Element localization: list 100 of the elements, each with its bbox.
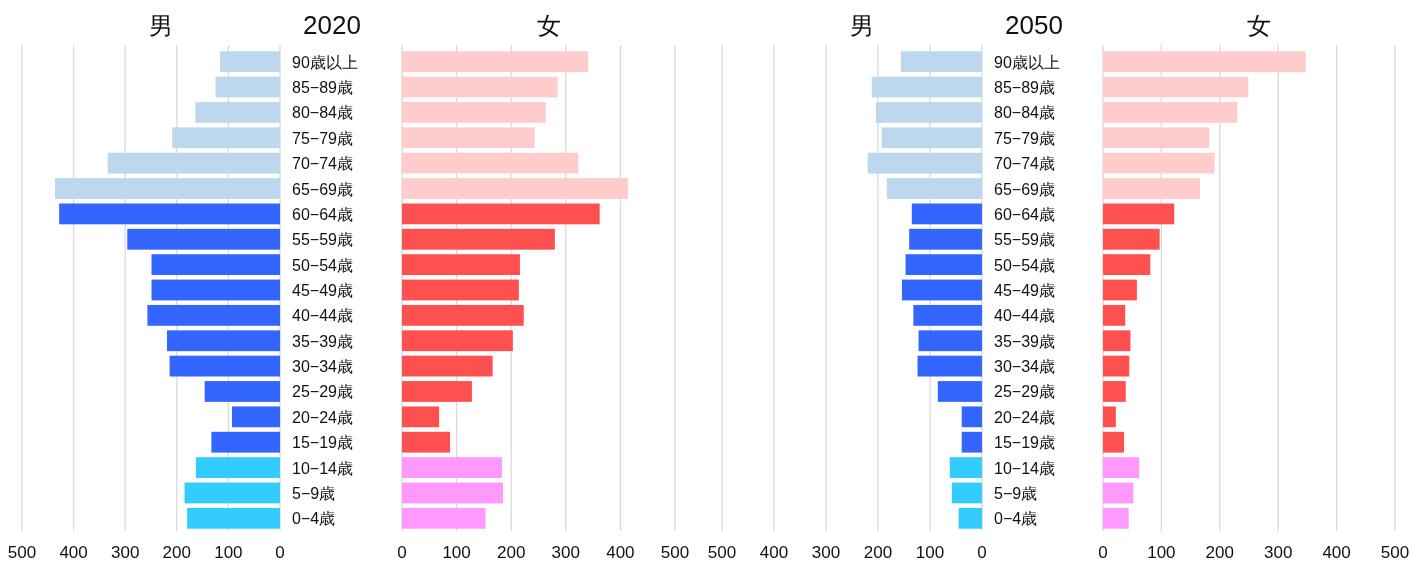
x-tick-label: 400 [1322, 543, 1351, 562]
bar [875, 102, 982, 123]
bar [1103, 51, 1306, 73]
bar [402, 254, 520, 276]
bar [402, 76, 558, 98]
bar [402, 102, 546, 123]
bar [184, 482, 280, 504]
x-tick-label: 500 [707, 543, 737, 562]
x-tick-label: 400 [59, 543, 88, 562]
x-tick-label: 100 [1147, 543, 1176, 562]
bar [151, 279, 280, 301]
bar [1103, 203, 1175, 225]
y-tick-label: 20−24歳 [994, 408, 1055, 426]
y-tick-label: 30−34歳 [292, 358, 353, 376]
x-tick-label: 300 [111, 543, 140, 562]
y-tick-label: 0−4歳 [292, 510, 336, 528]
bar [402, 152, 579, 174]
x-tick-label: 0 [275, 543, 285, 562]
x-tick-label: 500 [660, 543, 690, 562]
y-tick-label: 40−44歳 [292, 307, 353, 325]
y-tick-label: 15−19歳 [994, 434, 1055, 452]
bar [1103, 482, 1134, 504]
bar [917, 355, 982, 377]
bar [937, 381, 982, 402]
x-tick-label: 0 [1098, 543, 1108, 562]
bar [1103, 178, 1200, 199]
x-tick-label: 200 [863, 543, 893, 562]
bar [1103, 76, 1249, 98]
chart-title: 男 [850, 12, 874, 39]
x-tick-label: 0 [977, 543, 987, 562]
bar [901, 279, 982, 301]
bar [402, 203, 600, 225]
y-tick-label: 15−19歳 [292, 434, 353, 452]
x-tick-label: 300 [1264, 543, 1293, 562]
bar [107, 152, 280, 174]
bar [1103, 381, 1126, 402]
x-tick-label: 300 [551, 543, 580, 562]
bar [151, 254, 280, 276]
bar [886, 178, 982, 199]
x-tick-label: 300 [811, 543, 841, 562]
chart-title: 女 [1247, 12, 1271, 39]
chart-title: 女 [536, 12, 561, 39]
y-tick-label: 70−74歳 [292, 155, 353, 173]
x-tick-label: 0 [397, 543, 407, 562]
bar [881, 127, 982, 149]
y-tick-label: 60−64歳 [994, 205, 1055, 223]
y-tick-label: 75−79歳 [292, 129, 353, 147]
y-tick-label: 5−9歳 [292, 484, 336, 502]
x-tick-label: 500 [1380, 543, 1410, 562]
y-tick-label: 60−64歳 [292, 205, 353, 223]
bar [204, 381, 280, 402]
x-tick-label: 200 [497, 543, 526, 562]
bar [1103, 254, 1151, 276]
bar [215, 76, 280, 98]
x-tick-label: 100 [915, 543, 945, 562]
y-tick-label: 85−89歳 [994, 79, 1055, 97]
y-tick-label: 25−29歳 [292, 383, 353, 401]
bar [1103, 228, 1160, 250]
y-tick-label: 35−39歳 [292, 332, 353, 350]
bar [1103, 304, 1126, 326]
bar [402, 127, 535, 149]
y-tick-label: 80−84歳 [994, 104, 1055, 122]
y-tick-label: 90歳以上 [994, 53, 1060, 71]
bar [900, 51, 982, 73]
x-tick-label: 100 [214, 543, 243, 562]
y-tick-label: 65−69歳 [994, 180, 1055, 198]
bar [1103, 102, 1238, 123]
y-tick-label: 30−34歳 [994, 358, 1055, 376]
y-tick-label: 55−59歳 [994, 231, 1055, 249]
bar [402, 178, 629, 199]
x-tick-label: 200 [162, 543, 191, 562]
y-tick-label: 0−4歳 [994, 510, 1038, 528]
bar [402, 457, 502, 478]
bar [402, 228, 555, 250]
bar [220, 51, 280, 73]
y-tick-label: 10−14歳 [292, 459, 353, 477]
bar [167, 330, 280, 352]
y-tick-label: 45−49歳 [292, 282, 353, 299]
x-tick-label: 400 [606, 543, 635, 562]
bar [909, 228, 982, 250]
y-tick-label: 55−59歳 [292, 231, 353, 249]
y-tick-label: 35−39歳 [994, 332, 1055, 350]
bar [195, 102, 280, 123]
bar [1103, 507, 1129, 529]
bar [55, 178, 280, 199]
bar [867, 152, 982, 174]
y-tick-label: 85−89歳 [292, 79, 353, 97]
bar [913, 304, 982, 326]
bar [961, 406, 982, 428]
y-tick-label: 75−79歳 [994, 129, 1055, 147]
y-tick-label: 50−54歳 [994, 256, 1055, 274]
bar [402, 482, 504, 504]
y-tick-label: 45−49歳 [994, 282, 1055, 299]
chart-title: 男 [149, 12, 173, 39]
bar [958, 507, 982, 529]
bar [1103, 330, 1131, 352]
bar [147, 304, 280, 326]
y-tick-label: 40−44歳 [994, 307, 1055, 325]
y-tick-label: 50−54歳 [292, 256, 353, 274]
bar [949, 457, 982, 478]
